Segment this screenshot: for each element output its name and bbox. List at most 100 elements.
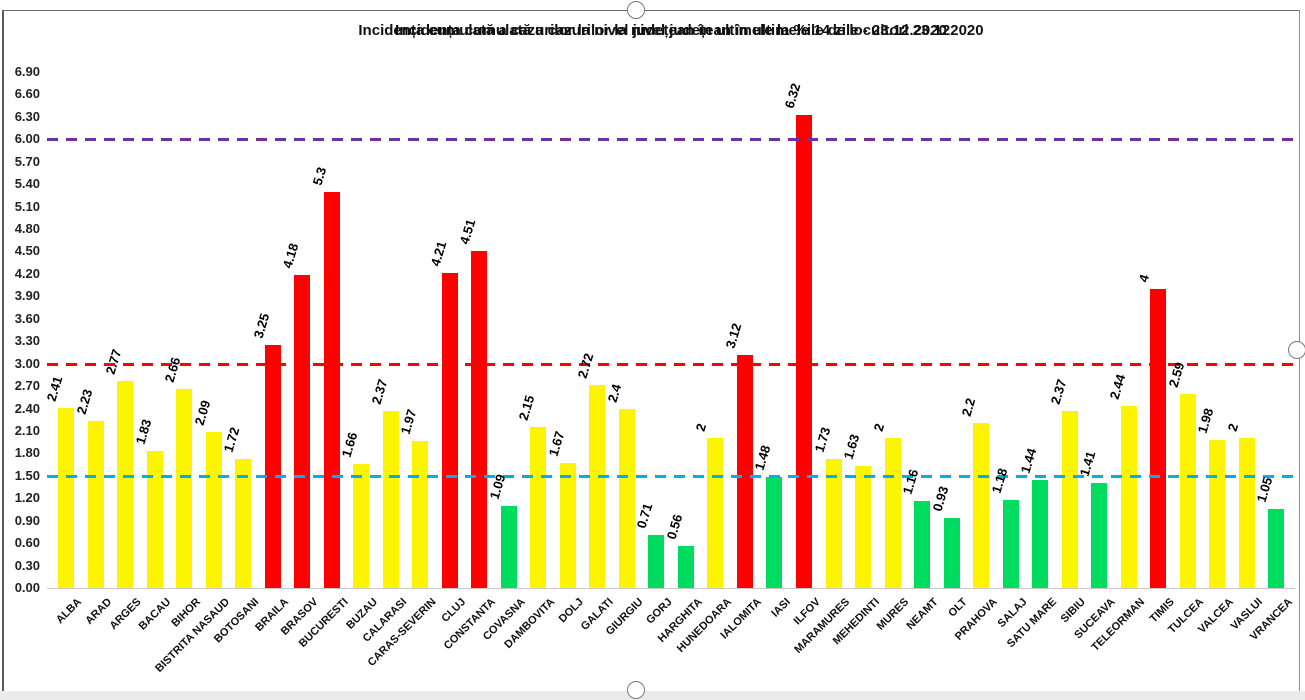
bar-value-label: 1.73 <box>811 425 833 454</box>
y-tick-label: 3.00 <box>14 355 40 371</box>
y-tick-label: 3.60 <box>14 310 40 326</box>
bar-value-label: 2 <box>870 422 887 434</box>
bar-value-label: 1.72 <box>220 425 243 455</box>
bar-value-label: 1.98 <box>1194 406 1217 435</box>
y-tick-label: 1.80 <box>14 445 40 461</box>
y-tick-label: 5.70 <box>14 153 40 169</box>
bar-buzau <box>353 463 370 588</box>
y-tick-label: 0.60 <box>14 535 40 551</box>
bar-value-label: 1.18 <box>988 466 1011 495</box>
bar-constanta <box>471 250 488 588</box>
y-tick-label: 2.10 <box>14 422 40 438</box>
bar-value-label: 1.44 <box>1017 446 1040 476</box>
bar-value-label: 1.41 <box>1076 448 1099 478</box>
y-tick-label: 5.40 <box>14 176 40 192</box>
y-tick-label: 4.20 <box>14 265 40 281</box>
bar-prahova <box>973 423 990 588</box>
y-tick-label: 6.30 <box>14 108 40 124</box>
x-axis-category-label: ALBA <box>54 596 85 627</box>
bar-value-label: 0.71 <box>634 501 656 530</box>
bar-braila <box>264 344 281 588</box>
bar-value-label: 1.05 <box>1253 475 1276 505</box>
y-tick-label: 1.50 <box>14 467 40 483</box>
bar-gorj <box>648 534 665 588</box>
reference-line-1-5 <box>47 474 1295 478</box>
bar-value-label: 3.25 <box>250 311 273 340</box>
chart-title-text-b: Incidența cumulată a cazurilor la nivel … <box>358 22 984 39</box>
selection-border <box>2 10 1300 692</box>
bar-value-label: 2.37 <box>368 377 391 406</box>
bar-satu-mare <box>1032 480 1049 588</box>
x-axis-category-label: TELEORMAN <box>1089 596 1148 654</box>
bar-ilfov <box>796 115 812 588</box>
bar-mehedinti <box>855 466 872 588</box>
bar-value-label: 2.4 <box>604 381 625 404</box>
y-tick-label: 5.10 <box>14 198 40 214</box>
resize-handle-top[interactable] <box>627 1 645 19</box>
y-tick-label: 0.00 <box>14 580 40 595</box>
y-tick-label: 2.70 <box>14 378 40 394</box>
bar-value-label: 2.23 <box>73 387 95 417</box>
bar-value-label: 1.67 <box>545 429 568 459</box>
bar-value-label: 2 <box>1224 422 1241 434</box>
y-tick-label: 4.50 <box>14 243 40 259</box>
bar-dolj <box>559 463 576 588</box>
y-tick-label: 4.80 <box>14 221 40 237</box>
bar-value-label: 0.93 <box>929 484 951 514</box>
bar-value-label: 2.44 <box>1106 371 1129 401</box>
bar-value-label: 1.16 <box>899 467 922 497</box>
bar-value-label: 1.97 <box>397 407 420 436</box>
chart-title-text-a: Incidența cumulată a cazurilor la nivel … <box>395 22 947 39</box>
bar-value-label: 1.63 <box>840 432 863 462</box>
bar-value-label: 1.83 <box>132 417 154 447</box>
y-tick-label: 6.60 <box>14 86 40 102</box>
bar-olt <box>943 518 960 588</box>
bar-value-label: 1.66 <box>338 430 361 459</box>
bar-caras-severin <box>412 440 429 588</box>
bar-value-label: 2.41 <box>43 374 66 403</box>
chart-title: Incidența cumulată a cazurilor la nivel … <box>47 22 1295 44</box>
bar-value-label: 2.66 <box>161 355 184 385</box>
resize-handle-right[interactable] <box>1288 341 1305 359</box>
reference-line-6 <box>47 138 1295 142</box>
bar-value-label: 4.21 <box>427 239 450 269</box>
bar-botosani <box>235 459 252 588</box>
bar-harghita <box>677 546 694 588</box>
bar-value-label: 4 <box>1135 272 1153 284</box>
bar-value-label: 2.37 <box>1047 377 1070 406</box>
bar-bistrita-nasaud <box>205 431 222 588</box>
bar-value-label: 2.2 <box>958 396 979 419</box>
bar-timis <box>1150 288 1167 588</box>
bar-ialomita <box>736 354 753 588</box>
bar-value-label: 4.18 <box>279 241 302 271</box>
x-axis-category-label: OLT <box>946 596 971 620</box>
bar-teleorman <box>1120 405 1137 588</box>
x-axis-line <box>47 588 1295 589</box>
y-tick-label: 3.30 <box>14 333 40 349</box>
y-tick-label: 2.40 <box>14 400 40 416</box>
y-tick-label: 1.20 <box>14 490 40 506</box>
bar-vaslui <box>1238 438 1255 588</box>
resize-handle-bottom[interactable] <box>627 681 645 699</box>
y-tick-label: 0.30 <box>14 557 40 573</box>
bar-value-label: 5.3 <box>309 164 329 187</box>
bar-salaj <box>1002 499 1019 588</box>
bar-value-label: 2 <box>693 422 710 434</box>
reference-line-3 <box>47 362 1295 366</box>
x-axis-category-label: NEAMT <box>904 596 941 633</box>
bar-iasi <box>766 477 783 588</box>
bar-hunedoara <box>707 438 724 588</box>
bar-valcea <box>1209 439 1226 588</box>
bar-brasov <box>294 275 311 588</box>
bar-bacau <box>146 451 163 588</box>
y-tick-label: 6.90 <box>14 64 40 80</box>
page-background-strip <box>0 691 1305 700</box>
bar-giurgiu <box>618 408 635 588</box>
bar-neamt <box>914 501 931 588</box>
bar-maramures <box>825 458 842 588</box>
x-axis-category-label: ARGES <box>107 596 144 633</box>
bar-value-label: 0.56 <box>663 512 686 542</box>
bar-value-label: 2.77 <box>102 347 125 376</box>
bar-value-label: 2.09 <box>191 398 213 427</box>
bar-cluj <box>441 273 458 588</box>
